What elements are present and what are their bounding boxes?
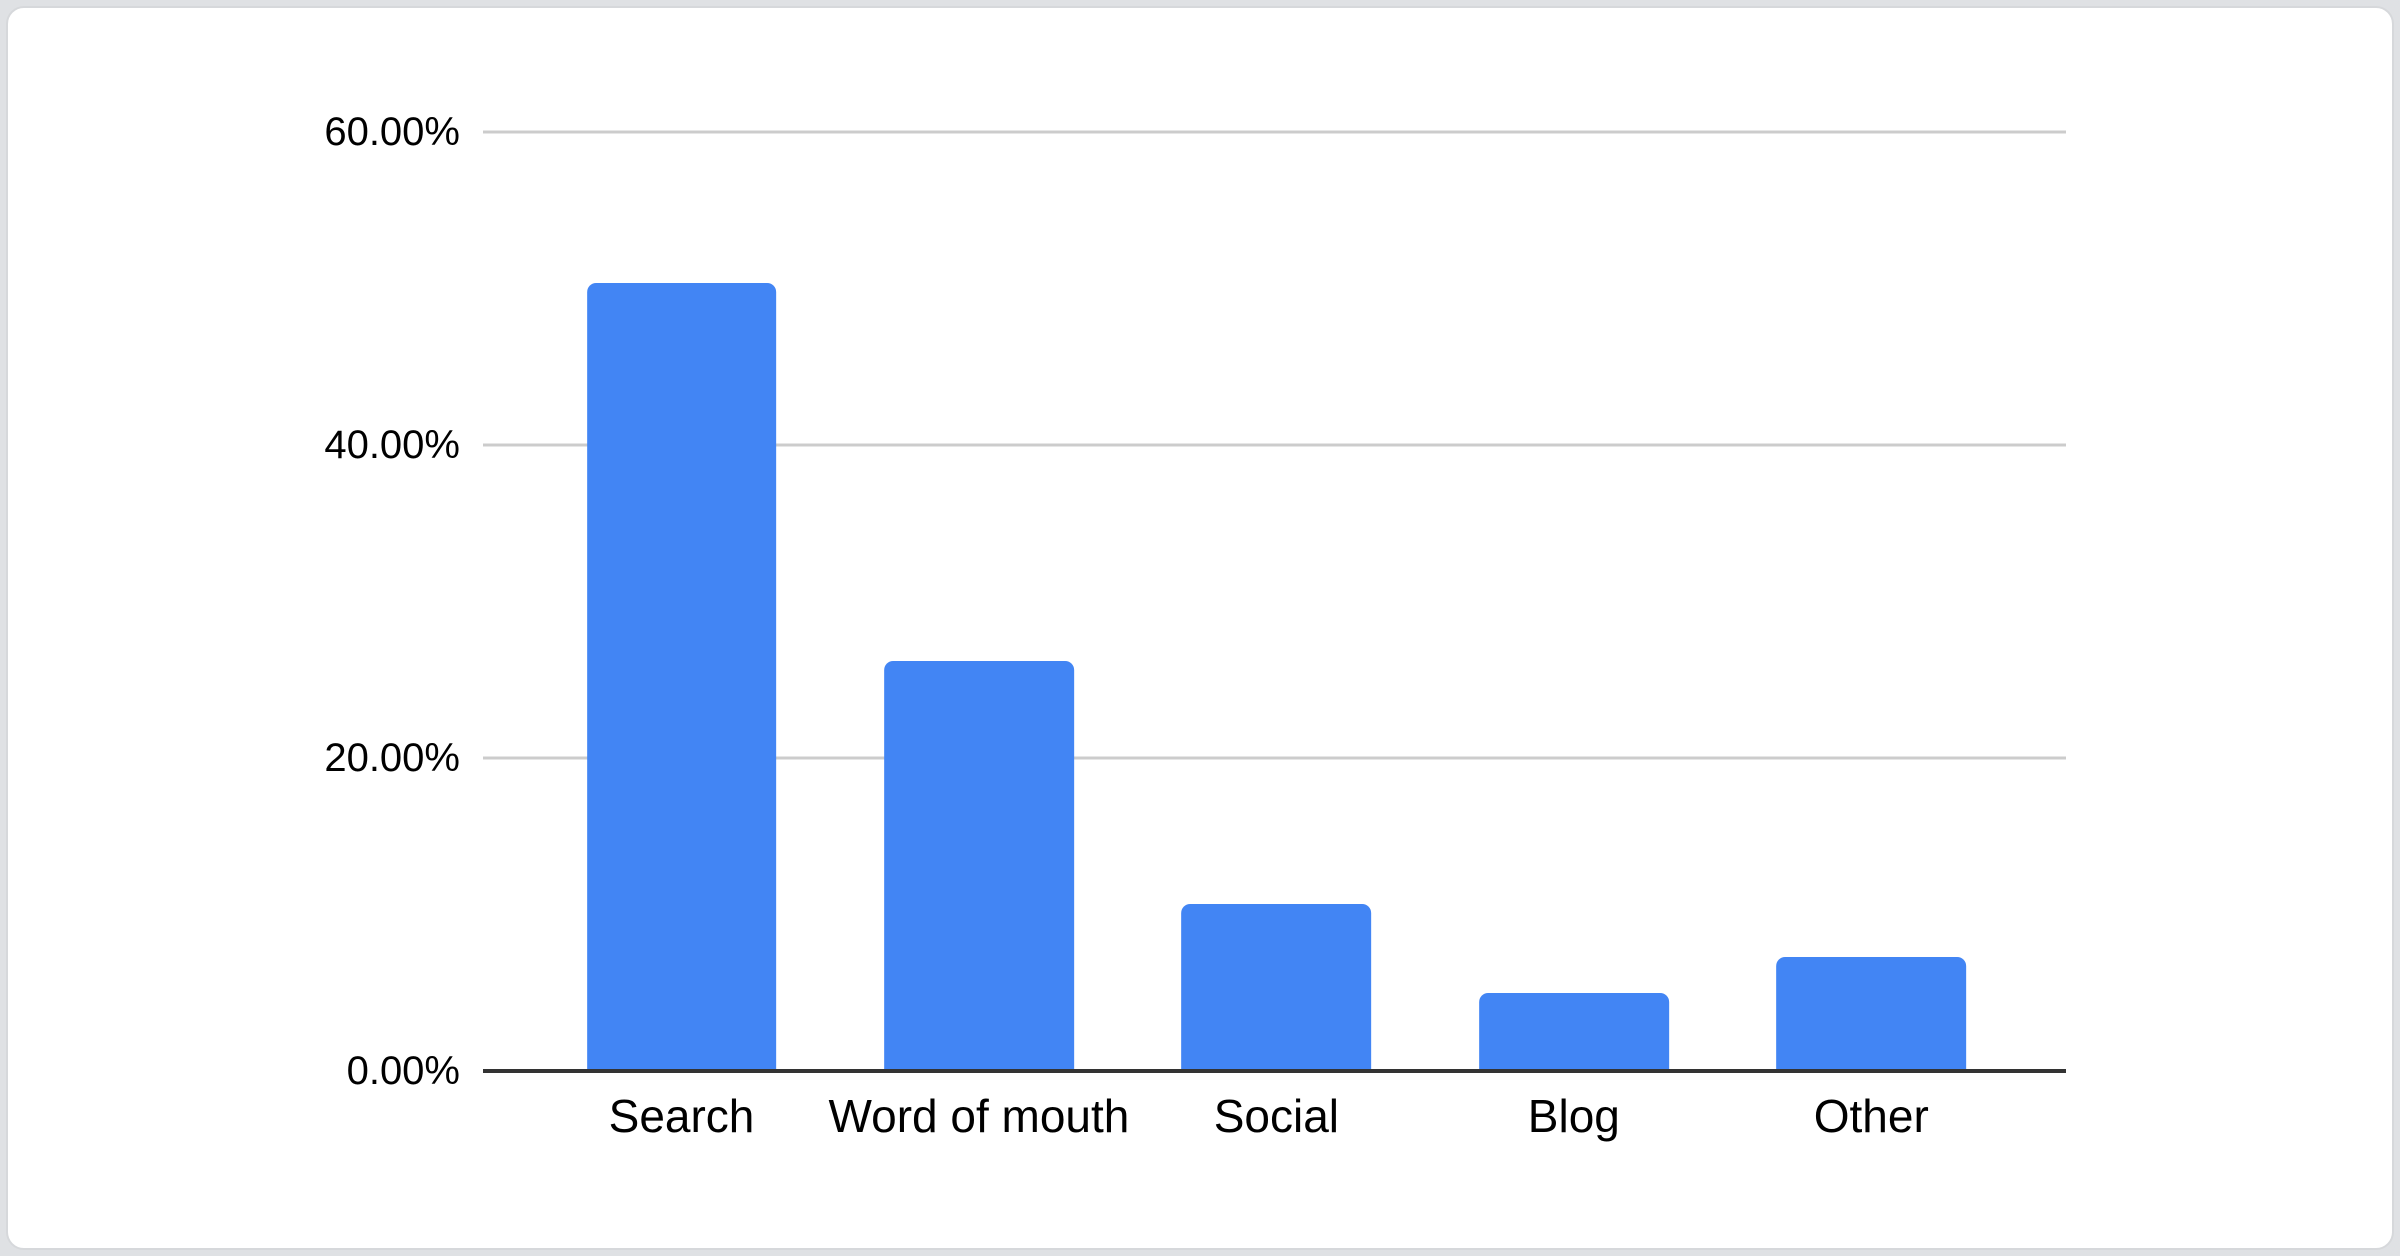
bar-word-of-mouth[interactable] xyxy=(884,660,1074,1072)
y-gridline xyxy=(482,130,2067,133)
plot-area xyxy=(482,130,2067,1074)
x-category-label: Social xyxy=(1213,1090,1340,1143)
chart-card: 0.00% 20.00% 40.00% 60.00% Search Word of mo… xyxy=(6,6,2394,1250)
x-category-label: Search xyxy=(608,1090,755,1143)
x-category-label: Word of mouth xyxy=(828,1090,1130,1143)
y-axis-labels: 0.00% 20.00% 40.00% 60.00% xyxy=(8,112,460,1092)
y-gridline xyxy=(482,756,2067,760)
bar-search[interactable] xyxy=(586,283,777,1072)
x-axis-line xyxy=(482,1069,2067,1074)
y-tick-label: 60.00% xyxy=(324,109,460,154)
y-tick-label: 20.00% xyxy=(324,736,460,781)
x-category-label: Blog xyxy=(1527,1090,1620,1143)
y-tick-label: 0.00% xyxy=(346,1049,460,1094)
bar-other[interactable] xyxy=(1776,956,1967,1072)
y-tick-label: 40.00% xyxy=(324,422,460,467)
x-axis-labels: Search Word of mouth Social Blog Other xyxy=(483,1071,2066,1195)
y-gridline xyxy=(482,443,2067,447)
bar-social[interactable] xyxy=(1181,903,1372,1072)
bar-blog[interactable] xyxy=(1478,992,1669,1072)
x-category-label: Other xyxy=(1813,1090,1929,1143)
